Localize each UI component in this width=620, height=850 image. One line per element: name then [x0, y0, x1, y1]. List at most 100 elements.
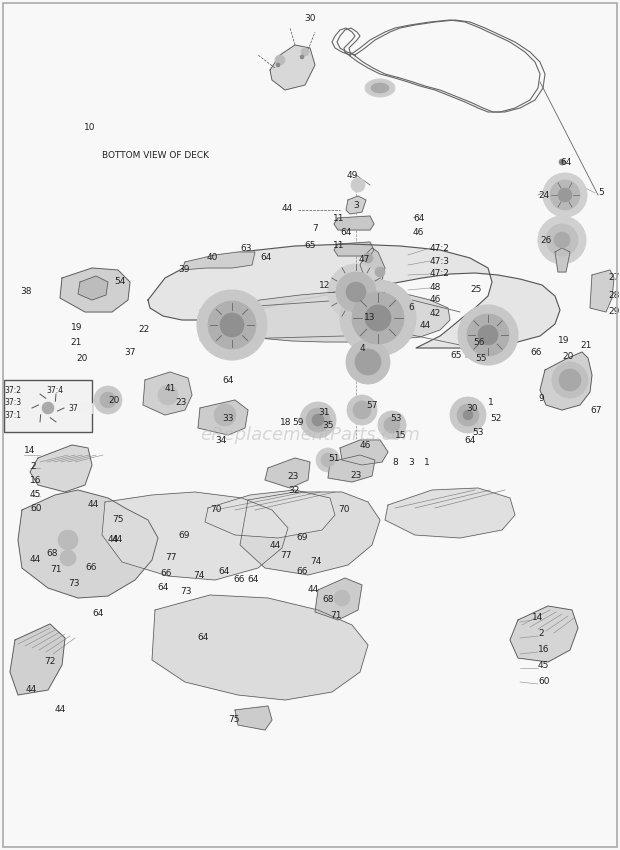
Text: 2: 2 — [538, 630, 544, 638]
Text: 75: 75 — [228, 716, 239, 724]
Circle shape — [301, 48, 309, 56]
Text: 70: 70 — [210, 506, 221, 514]
Text: 22: 22 — [138, 326, 149, 335]
Text: 20: 20 — [108, 395, 120, 405]
Circle shape — [336, 272, 376, 312]
Text: 12: 12 — [319, 280, 330, 290]
Ellipse shape — [371, 83, 389, 93]
Polygon shape — [334, 242, 374, 256]
Text: 77: 77 — [165, 553, 177, 563]
Text: 51: 51 — [328, 454, 340, 462]
Polygon shape — [235, 706, 272, 730]
Circle shape — [242, 710, 258, 726]
Circle shape — [384, 417, 400, 433]
Text: 20: 20 — [77, 354, 88, 362]
Text: 65: 65 — [451, 350, 462, 360]
Polygon shape — [102, 492, 288, 580]
Circle shape — [355, 349, 381, 375]
Text: 64: 64 — [218, 568, 229, 576]
Text: 69: 69 — [296, 534, 308, 542]
Text: 31: 31 — [318, 407, 329, 416]
Text: 19: 19 — [71, 324, 82, 332]
Text: 74: 74 — [193, 571, 205, 581]
Polygon shape — [270, 45, 315, 90]
Text: 46: 46 — [430, 296, 441, 304]
Text: 15: 15 — [395, 430, 407, 439]
Polygon shape — [205, 490, 335, 538]
Circle shape — [558, 188, 572, 202]
Circle shape — [363, 253, 373, 263]
Text: 4: 4 — [360, 343, 366, 353]
Text: 71: 71 — [330, 611, 342, 620]
Text: 37:4: 37:4 — [46, 386, 63, 394]
Text: 64: 64 — [247, 575, 259, 585]
Text: 44: 44 — [308, 586, 319, 594]
Circle shape — [352, 292, 404, 344]
Circle shape — [353, 401, 371, 419]
Text: 28: 28 — [608, 292, 619, 301]
Circle shape — [347, 395, 377, 425]
Polygon shape — [30, 445, 92, 492]
Circle shape — [275, 55, 285, 65]
Circle shape — [458, 305, 518, 365]
Circle shape — [546, 224, 578, 256]
Text: 67: 67 — [590, 405, 601, 415]
Text: 44: 44 — [26, 685, 37, 694]
Text: 66: 66 — [85, 563, 97, 571]
Text: BOTTOM VIEW OF DECK: BOTTOM VIEW OF DECK — [102, 150, 209, 160]
Text: 13: 13 — [363, 314, 375, 322]
Text: 70: 70 — [338, 506, 350, 514]
Text: 21: 21 — [71, 337, 82, 347]
Circle shape — [365, 305, 391, 331]
Text: 65: 65 — [304, 241, 316, 250]
Text: 18: 18 — [280, 417, 291, 427]
Polygon shape — [334, 216, 374, 230]
Circle shape — [300, 55, 304, 59]
Text: 59: 59 — [292, 417, 304, 427]
Text: 52: 52 — [490, 413, 502, 422]
Text: 19: 19 — [558, 336, 570, 344]
Text: 60: 60 — [538, 677, 549, 687]
Text: 44: 44 — [112, 536, 123, 545]
Polygon shape — [360, 248, 385, 282]
Text: 64: 64 — [197, 633, 208, 643]
Polygon shape — [346, 196, 366, 214]
Text: 25: 25 — [470, 286, 481, 294]
Text: 57: 57 — [366, 400, 378, 410]
Circle shape — [208, 301, 256, 349]
Text: 66: 66 — [160, 569, 172, 577]
Text: 45: 45 — [538, 661, 549, 671]
Text: 64: 64 — [413, 213, 424, 223]
Text: 41: 41 — [165, 383, 176, 393]
Text: 64: 64 — [92, 609, 104, 619]
Circle shape — [550, 180, 580, 210]
Polygon shape — [265, 458, 310, 488]
Text: 37:3: 37:3 — [4, 398, 21, 406]
Circle shape — [316, 448, 340, 472]
Text: 64: 64 — [464, 435, 476, 445]
Text: 35: 35 — [322, 421, 334, 429]
Bar — [78, 403, 92, 413]
Text: 66: 66 — [296, 568, 308, 576]
Text: 64: 64 — [222, 376, 233, 384]
Polygon shape — [510, 606, 578, 662]
Circle shape — [100, 392, 116, 408]
Text: 56: 56 — [473, 337, 484, 347]
Circle shape — [538, 216, 586, 264]
Text: 40: 40 — [207, 253, 218, 263]
Text: 66: 66 — [233, 575, 244, 585]
Circle shape — [463, 410, 473, 420]
Text: 33: 33 — [222, 413, 234, 422]
Text: 2: 2 — [30, 462, 35, 471]
Text: 55: 55 — [475, 354, 487, 362]
Polygon shape — [540, 352, 592, 410]
Text: 54: 54 — [115, 277, 126, 286]
Circle shape — [60, 550, 76, 566]
Text: 64: 64 — [340, 228, 352, 236]
Text: 38: 38 — [20, 287, 32, 297]
Text: 26: 26 — [540, 235, 551, 245]
Circle shape — [543, 173, 587, 217]
Text: 53: 53 — [390, 413, 402, 422]
Text: 63: 63 — [240, 243, 252, 252]
Text: 45: 45 — [30, 490, 42, 498]
